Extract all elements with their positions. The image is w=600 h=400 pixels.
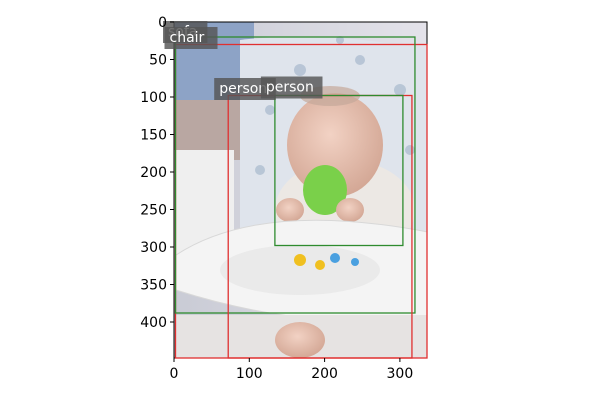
bbox-label-person-3: person (260, 76, 323, 99)
y-tick-label: 300 (140, 240, 167, 256)
y-tick-label: 350 (140, 278, 167, 294)
bbox-chair-1 (174, 36, 416, 314)
x-tick-label: 0 (170, 366, 179, 382)
x-tick-label: 100 (236, 366, 263, 382)
svg-text:person: person (219, 81, 267, 97)
bbox-label-person-2: person (214, 78, 276, 100)
y-tick-label: 400 (140, 315, 167, 331)
y-tick-label: 100 (140, 90, 167, 106)
y-tick-label: 250 (140, 203, 167, 219)
y-tick-label: 50 (149, 53, 167, 69)
photo-image (174, 22, 427, 358)
y-tick-label: 200 (140, 165, 167, 181)
bbox-label-chair-1: chair (164, 27, 218, 49)
bbox-person-3 (274, 94, 404, 247)
x-tick-label: 300 (387, 366, 414, 382)
y-tick-label: 0 (158, 15, 167, 31)
x-tick-label: 200 (311, 366, 338, 382)
svg-text:chair: chair (170, 30, 205, 46)
y-tick-label: 150 (140, 128, 167, 144)
svg-text:person: person (266, 80, 314, 96)
